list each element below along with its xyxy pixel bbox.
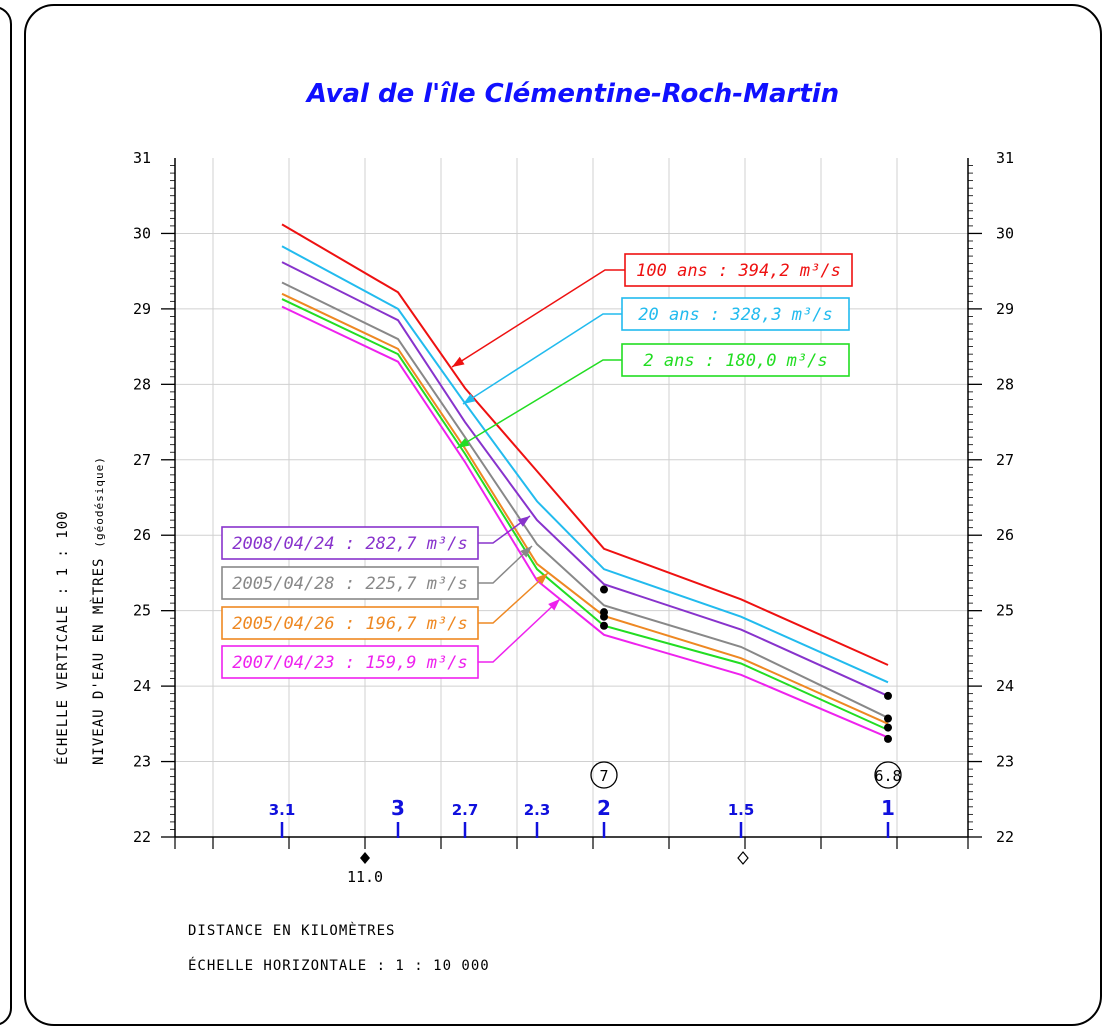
circled-label-ring <box>874 761 902 789</box>
legend-leader-line <box>478 515 531 544</box>
legend-leader-line <box>478 545 533 584</box>
legend-leader-line <box>462 313 622 405</box>
km-marker-label: 1 <box>881 796 895 820</box>
legend-label: 20 ans : 328,3 m³/s <box>638 305 832 325</box>
y-tick-label-right: 24 <box>996 677 1014 695</box>
km-marker-label: 3.1 <box>269 801 296 819</box>
filled-diamond-icon <box>360 852 370 864</box>
series-lines <box>281 223 889 739</box>
y-ticks-left: 22 23 24 25 26 27 28 29 30 31 <box>133 149 175 846</box>
y-tick-label-right: 28 <box>996 375 1014 393</box>
observed-point <box>600 612 608 621</box>
observed-point <box>600 621 608 630</box>
legend-box <box>221 566 479 600</box>
y-tick-label-left: 22 <box>133 828 151 846</box>
series-line <box>281 223 889 666</box>
series-line <box>281 305 889 739</box>
y-ticks-right: 22 23 24 25 26 27 28 29 30 31 <box>968 149 1014 846</box>
y-tick-label-right: 25 <box>996 602 1014 620</box>
observed-point <box>884 714 892 723</box>
y-tick-label-left: 31 <box>133 149 151 167</box>
legend-box <box>621 343 850 377</box>
series-line <box>281 298 889 731</box>
y-tick-label-left: 27 <box>133 451 151 469</box>
legend-label: 2005/04/28 : 225,7 m³/s <box>232 574 467 594</box>
legend-arrowhead-icon <box>520 546 532 558</box>
y-tick-label-right: 23 <box>996 753 1014 771</box>
legend-box <box>621 297 850 331</box>
series-line <box>281 292 889 725</box>
y-tick-label-left: 30 <box>133 224 151 242</box>
legend-arrowhead-icon <box>548 599 560 611</box>
y-tick-label-left: 29 <box>133 300 151 318</box>
km-marker-label: 2.3 <box>524 801 551 819</box>
legend-label: 2 ans : 180,0 m³/s <box>643 351 827 371</box>
observed-point <box>884 734 892 743</box>
legend-leader-line <box>451 269 625 368</box>
legend-label: 100 ans : 394,2 m³/s <box>636 261 841 281</box>
circled-label-text: 6.8 <box>874 767 901 785</box>
observed-point <box>884 691 892 700</box>
legend-label: 2007/04/23 : 159,9 m³/s <box>232 653 467 673</box>
legend-arrowhead-icon <box>457 437 470 448</box>
km-markers: 3.1 3 2.7 2.3 2 1.5 1 7 6.8 <box>269 761 902 865</box>
circled-label-text: 7 <box>599 767 608 785</box>
y-axis-label-level-suffix: (géodésique) <box>93 456 106 547</box>
y-tick-label-left: 23 <box>133 753 151 771</box>
legend-arrowhead-icon <box>463 393 476 404</box>
legend-box <box>221 526 479 560</box>
y-tick-label-left: 26 <box>133 526 151 544</box>
legend-leader-line <box>478 598 561 663</box>
km-marker-label: 2 <box>597 796 611 820</box>
y-tick-label-right: 27 <box>996 451 1014 469</box>
grid-layer <box>175 158 968 837</box>
x-axis-label-scale: ÉCHELLE HORIZONTALE : 1 : 10 000 <box>188 957 490 974</box>
series-line <box>281 261 889 697</box>
series-line <box>281 281 889 719</box>
legend-leader-line <box>478 572 549 624</box>
observed-point <box>600 585 608 594</box>
observed-points <box>600 585 892 743</box>
km-marker-label: 2.7 <box>452 801 479 819</box>
observed-point <box>884 723 892 732</box>
series-line <box>281 245 889 684</box>
legend-arrowhead-icon <box>452 356 465 367</box>
y-tick-label-right: 22 <box>996 828 1014 846</box>
chart-title: Aval de l'île Clémentine-Roch-Martin <box>305 79 839 109</box>
km-marker-label: 1.5 <box>728 801 755 819</box>
circled-label-ring <box>590 761 618 789</box>
y-tick-label-left: 24 <box>133 677 151 695</box>
legend-callouts: 100 ans : 394,2 m³/s 20 ans : 328,3 m³/s 2… <box>221 253 853 679</box>
y-tick-label-right: 26 <box>996 526 1014 544</box>
y-tick-label-left: 28 <box>133 375 151 393</box>
y-axis-label-level-main: NIVEAU D'EAU EN MÈTRES <box>90 558 107 765</box>
y-axis-label-scale: ÉCHELLE VERTICALE : 1 : 100 <box>54 510 71 765</box>
legend-box <box>624 253 853 287</box>
legend-arrowhead-icon <box>536 573 548 585</box>
open-diamond-icon <box>737 851 749 865</box>
legend-leader-line <box>456 359 622 449</box>
legend-label: 2008/04/24 : 282,7 m³/s <box>232 534 467 554</box>
legend-arrowhead-icon <box>517 516 530 527</box>
legend-label: 2005/04/26 : 196,7 m³/s <box>232 614 467 634</box>
y-tick-label-left: 25 <box>133 602 151 620</box>
y-axis-label-level: NIVEAU D'EAU EN MÈTRES (géodésique) <box>90 456 107 765</box>
x-axis-label-distance: DISTANCE EN KILOMÈTRES <box>188 922 395 939</box>
bottom-marker-label: 11.0 <box>347 868 383 886</box>
chart-panel-frame <box>24 4 1102 1026</box>
y-tick-label-right: 29 <box>996 300 1014 318</box>
y-tick-label-right: 30 <box>996 224 1014 242</box>
km-marker-label: 3 <box>391 796 405 820</box>
y-tick-label-right: 31 <box>996 149 1014 167</box>
